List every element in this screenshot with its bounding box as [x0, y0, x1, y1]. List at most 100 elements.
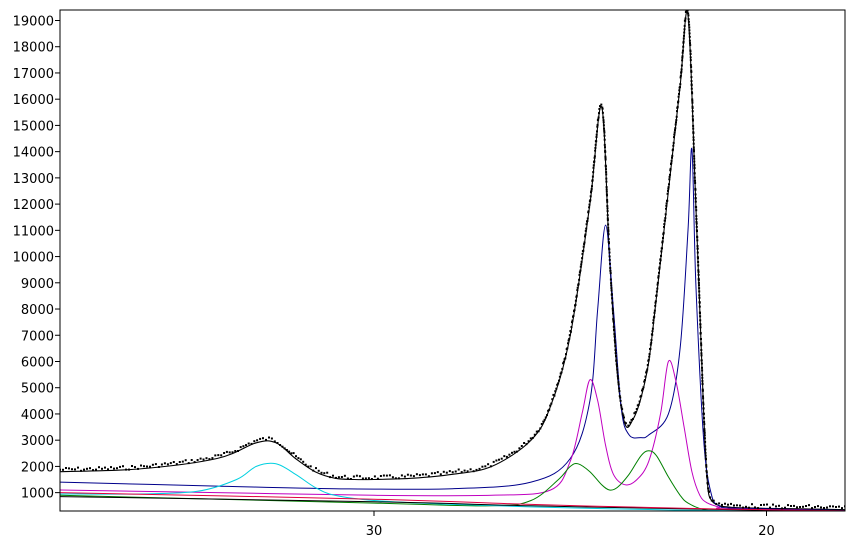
observed-point — [618, 390, 621, 393]
observed-point — [838, 505, 840, 508]
observed-point — [273, 440, 276, 443]
observed-point — [707, 487, 710, 490]
observed-point — [597, 116, 600, 119]
observed-point — [460, 471, 463, 474]
observed-point — [689, 42, 691, 45]
observed-point — [618, 395, 621, 398]
observed-point — [548, 408, 551, 411]
observed-point — [92, 469, 94, 472]
observed-point — [568, 337, 571, 340]
observed-point — [373, 475, 376, 478]
y-tick-label: 16000 — [13, 93, 54, 108]
observed-point — [619, 396, 622, 399]
observed-point — [654, 301, 657, 304]
observed-point — [379, 475, 382, 477]
observed-point — [596, 123, 599, 126]
observed-point — [247, 442, 250, 445]
observed-point — [623, 416, 625, 419]
observed-point — [653, 311, 656, 314]
observed-point — [702, 401, 705, 404]
observed-point — [692, 136, 695, 139]
y-tick-label: 2000 — [21, 460, 54, 475]
observed-point — [698, 301, 701, 304]
observed-point — [709, 496, 712, 499]
observed-point — [649, 343, 652, 346]
observed-point — [332, 474, 334, 477]
observed-point — [193, 461, 196, 464]
observed-point — [540, 423, 543, 425]
y-tick-label: 13000 — [13, 172, 54, 187]
observed-point — [406, 473, 409, 476]
observed-point — [614, 345, 617, 347]
observed-point — [157, 466, 160, 468]
y-axis: 1000 2000 3000 4000 5000 6000 7000 8000 9000 1000… — [13, 14, 60, 502]
observed-point — [681, 55, 684, 58]
observed-point — [549, 404, 552, 407]
observed-point — [641, 389, 643, 392]
observed-point — [608, 242, 610, 245]
observed-point — [808, 504, 810, 507]
observed-point — [574, 299, 577, 302]
observed-point — [281, 445, 284, 448]
observed-point — [781, 507, 783, 510]
observed-point — [701, 383, 704, 386]
observed-point — [388, 474, 391, 477]
observed-point — [603, 138, 606, 141]
observed-point — [697, 273, 700, 276]
observed-point — [578, 278, 581, 281]
observed-point — [613, 339, 616, 342]
observed-point — [376, 477, 379, 480]
observed-point — [607, 233, 610, 236]
observed-point — [394, 477, 397, 480]
observed-point — [823, 507, 825, 509]
observed-point — [397, 477, 400, 480]
observed-point — [672, 144, 675, 147]
observed-point — [651, 327, 654, 330]
observed-point — [326, 471, 329, 474]
observed-point — [594, 143, 597, 146]
observed-point — [708, 490, 710, 493]
observed-point — [691, 110, 694, 113]
observed-point — [569, 330, 572, 333]
observed-point — [635, 408, 638, 410]
observed-point — [577, 283, 580, 286]
observed-point — [565, 353, 567, 356]
observed-point — [546, 414, 548, 417]
observed-point — [718, 502, 721, 505]
observed-point — [701, 376, 704, 379]
observed-point — [760, 504, 762, 506]
observed-point — [606, 207, 609, 210]
observed-point — [654, 304, 657, 307]
observed-point — [606, 214, 609, 217]
observed-point — [603, 134, 606, 137]
observed-point — [74, 468, 76, 471]
observed-point — [655, 290, 658, 293]
observed-point — [231, 451, 234, 454]
observed-point — [697, 281, 700, 284]
observed-point — [693, 160, 696, 163]
observed-point — [671, 156, 673, 159]
observed-point — [701, 369, 704, 372]
observed-point — [703, 428, 706, 431]
observed-point — [592, 164, 595, 167]
observed-point — [604, 146, 606, 149]
observed-point — [688, 29, 691, 32]
observed-point — [603, 131, 606, 134]
observed-point — [606, 205, 609, 208]
observed-point — [312, 469, 315, 472]
observed-point — [784, 506, 786, 509]
observed-point — [436, 471, 439, 474]
observed-point — [329, 476, 332, 479]
observed-point — [154, 463, 157, 466]
observed-point — [418, 474, 421, 477]
observed-point — [606, 219, 609, 221]
observed-point — [110, 466, 112, 469]
observed-point — [578, 271, 581, 274]
observed-point — [820, 506, 822, 509]
observed-point — [68, 467, 70, 470]
observed-point — [680, 68, 683, 71]
observed-point — [688, 23, 691, 26]
observed-point — [391, 476, 394, 479]
observed-point — [778, 504, 780, 507]
observed-point — [698, 287, 701, 290]
